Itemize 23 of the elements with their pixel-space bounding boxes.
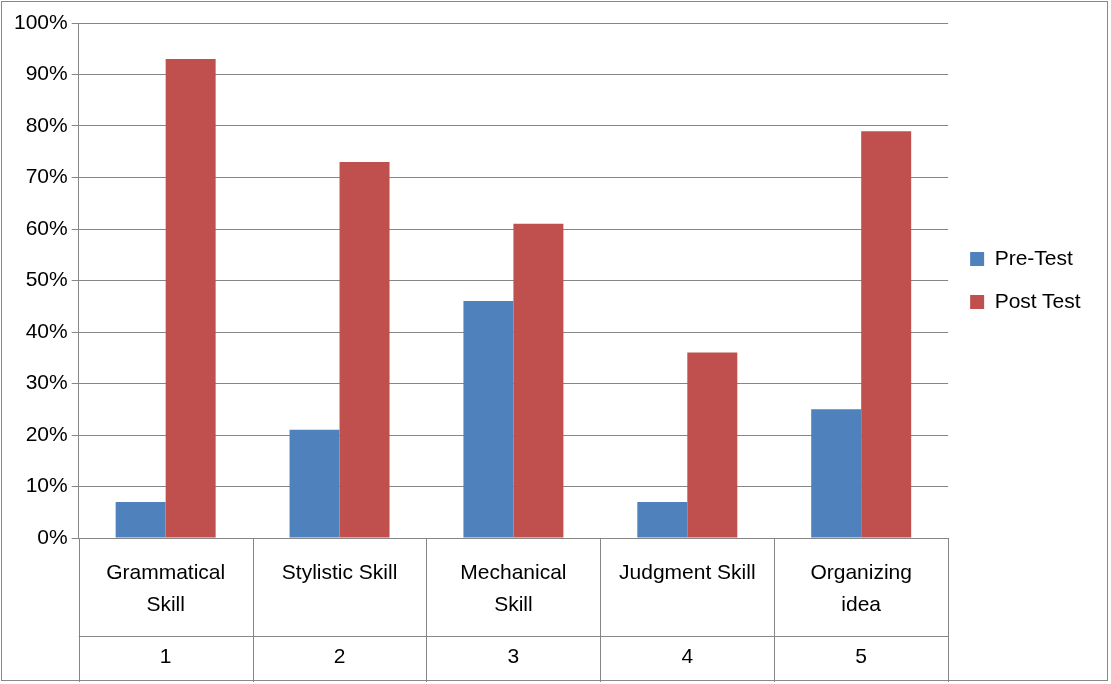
x-tick-label: Stylistic Skill	[281, 559, 398, 583]
legend-label: Post Test	[994, 288, 1081, 312]
y-tick-label: 70%	[25, 164, 68, 188]
y-tick-label: 20%	[25, 421, 68, 445]
x-tick-label: Organizing idea	[810, 559, 912, 615]
y-tick-label: 30%	[25, 370, 68, 394]
text: 3	[507, 643, 520, 667]
y-tick-label: 60%	[25, 215, 68, 239]
x-tick-label: Judgment Skill	[619, 559, 756, 583]
y-tick-label: 0%	[37, 524, 68, 548]
y-tick-label: 40%	[25, 318, 68, 342]
legend-label: Pre-Test	[994, 245, 1073, 269]
y-tick-label: 10%	[25, 473, 68, 497]
y-tick-label: 50%	[25, 267, 68, 291]
y-tick-label: 100%	[13, 9, 68, 33]
text: 4	[681, 643, 694, 667]
x-tick-label: Grammatical Skill	[106, 559, 226, 615]
text: 5	[855, 643, 868, 667]
text: 1	[159, 643, 172, 667]
x-tick-label: Mechanical Skill	[460, 559, 567, 615]
text: 2	[333, 643, 346, 667]
y-tick-label: 80%	[25, 112, 68, 136]
y-tick-label: 90%	[25, 61, 68, 85]
